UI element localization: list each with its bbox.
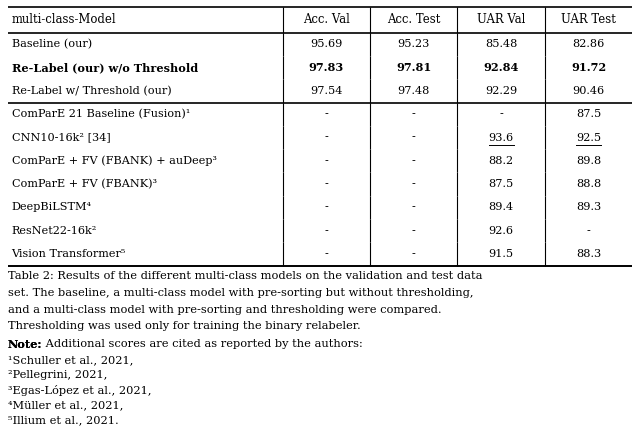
Text: UAR Val: UAR Val (477, 13, 525, 26)
Text: -: - (324, 133, 328, 142)
Text: -: - (412, 226, 415, 236)
Text: Re-Label (our) w/o Threshold: Re-Label (our) w/o Threshold (12, 62, 198, 73)
Text: CNN10-16k² [34]: CNN10-16k² [34] (12, 133, 110, 142)
Text: DeepBiLSTM⁴: DeepBiLSTM⁴ (12, 202, 92, 212)
Text: 97.81: 97.81 (396, 62, 431, 73)
Text: 90.46: 90.46 (573, 86, 605, 96)
Text: -: - (412, 109, 415, 119)
Text: -: - (412, 179, 415, 189)
Text: Vision Transformer⁵: Vision Transformer⁵ (12, 249, 126, 259)
Text: Table 2: Results of the different multi-class models on the validation and test : Table 2: Results of the different multi-… (8, 271, 482, 281)
Text: set. The baseline, a multi-class model with pre-sorting but without thresholding: set. The baseline, a multi-class model w… (8, 288, 473, 298)
Text: 87.5: 87.5 (576, 109, 601, 119)
Text: Acc. Test: Acc. Test (387, 13, 440, 26)
Text: -: - (412, 249, 415, 259)
Text: 97.48: 97.48 (397, 86, 430, 96)
Text: 82.86: 82.86 (572, 39, 605, 49)
Text: -: - (412, 156, 415, 166)
Text: 95.69: 95.69 (310, 39, 342, 49)
Text: 92.6: 92.6 (489, 226, 514, 236)
Text: Baseline (our): Baseline (our) (12, 39, 92, 50)
Text: Additional scores are cited as reported by the authors:: Additional scores are cited as reported … (42, 339, 363, 349)
Text: -: - (324, 202, 328, 212)
Text: Thresholding was used only for training the binary relabeler.: Thresholding was used only for training … (8, 321, 360, 331)
Text: Acc. Val: Acc. Val (303, 13, 349, 26)
Text: 92.5: 92.5 (576, 133, 601, 142)
Text: ComParE + FV (FBANK) + auDeep³: ComParE + FV (FBANK) + auDeep³ (12, 155, 216, 166)
Text: -: - (324, 109, 328, 119)
Text: ComParE + FV (FBANK)³: ComParE + FV (FBANK)³ (12, 179, 157, 190)
Text: 92.29: 92.29 (485, 86, 517, 96)
Text: Note:: Note: (0, 447, 1, 448)
Text: ResNet22-16k²: ResNet22-16k² (12, 226, 97, 236)
Text: 89.8: 89.8 (576, 156, 601, 166)
Text: ComParE 21 Baseline (Fusion)¹: ComParE 21 Baseline (Fusion)¹ (12, 109, 190, 120)
Text: 88.3: 88.3 (576, 249, 601, 259)
Text: 95.23: 95.23 (397, 39, 430, 49)
Text: ¹Schuller et al., 2021,: ¹Schuller et al., 2021, (8, 356, 133, 366)
Text: 91.5: 91.5 (488, 249, 514, 259)
Text: 91.72: 91.72 (571, 62, 606, 73)
Text: 97.54: 97.54 (310, 86, 342, 96)
Text: ⁵Illium et al., 2021.: ⁵Illium et al., 2021. (8, 415, 118, 425)
Text: ⁴Müller et al., 2021,: ⁴Müller et al., 2021, (8, 400, 123, 410)
Text: ³Egas-López et al., 2021,: ³Egas-López et al., 2021, (8, 385, 151, 396)
Text: -: - (324, 249, 328, 259)
Text: Note:: Note: (8, 339, 42, 350)
Text: 88.2: 88.2 (488, 156, 514, 166)
Text: Re-Label w/ Threshold (our): Re-Label w/ Threshold (our) (12, 86, 172, 96)
Text: -: - (324, 156, 328, 166)
Text: 89.3: 89.3 (576, 202, 601, 212)
Text: 89.4: 89.4 (488, 202, 514, 212)
Text: -: - (499, 109, 503, 119)
Text: 92.84: 92.84 (483, 62, 519, 73)
Text: multi-class-Model: multi-class-Model (12, 13, 116, 26)
Text: 97.83: 97.83 (308, 62, 344, 73)
Text: -: - (587, 226, 591, 236)
Text: 93.6: 93.6 (488, 133, 514, 142)
Text: -: - (412, 202, 415, 212)
Text: 87.5: 87.5 (488, 179, 514, 189)
Text: and a multi-class model with pre-sorting and thresholding were compared.: and a multi-class model with pre-sorting… (8, 305, 442, 314)
Text: -: - (324, 179, 328, 189)
Text: -: - (324, 226, 328, 236)
Text: ²Pellegrini, 2021,: ²Pellegrini, 2021, (8, 370, 107, 380)
Text: -: - (412, 133, 415, 142)
Text: UAR Test: UAR Test (561, 13, 616, 26)
Text: 88.8: 88.8 (576, 179, 601, 189)
Text: 85.48: 85.48 (485, 39, 517, 49)
Text: Note:: Note: (8, 339, 42, 350)
